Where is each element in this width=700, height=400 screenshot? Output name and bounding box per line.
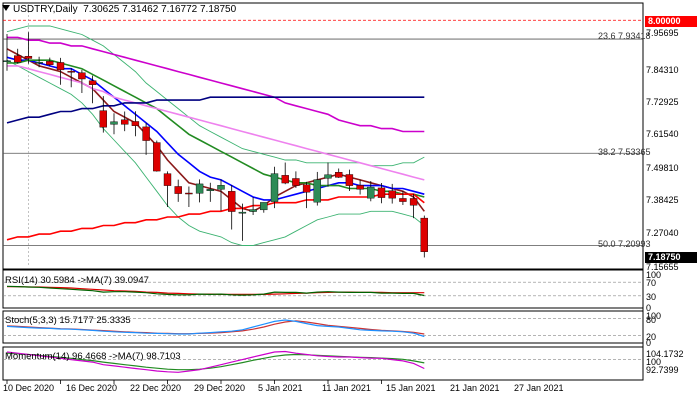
price-tick: 7.27040 [646,228,679,238]
candle-body [56,62,65,71]
candle-body [120,119,129,125]
candle-body [174,186,182,194]
candle-body [356,185,364,190]
price-tick: 7.49810 [646,163,679,173]
candle-body [281,175,289,184]
rsi-line [6,285,425,297]
candle-body [185,192,193,195]
last-price-marker: 7.18750 [645,252,697,263]
candle-body [99,110,108,128]
candle-body [367,186,375,199]
price-pane [2,2,644,270]
candle-body [377,187,386,198]
momentum-line [6,350,425,373]
rsi-tick: 70 [646,278,657,288]
candle-body [260,202,268,211]
price-tick: 7.61540 [646,129,679,139]
price-tick: 7.72925 [646,97,679,107]
moving-average-line-7 [6,193,425,241]
candle-body [46,61,54,65]
moving-average-line-4 [7,65,425,181]
rsi-label: RSI(14) 30.5984 ->MA(7) 39.0947 [5,275,149,286]
candle-body [78,72,86,80]
moving-average-line-1 [6,48,425,213]
candle-body [13,55,22,63]
rsi-ma-line [7,286,425,295]
bollinger-lower-line [6,59,425,246]
moving-average-line-3 [7,59,425,198]
candle-body [195,183,204,194]
candle-body [3,60,11,62]
candle-body [249,209,257,212]
chart-axes [6,3,644,384]
stoch-label: Stoch(5,3,3) 15.7177 25.3335 [5,315,131,326]
candle-body [302,184,311,193]
momentum-label: Momentum(14) 96.4668 ->MA(7) 98.7103 [5,351,181,362]
bollinger-upper-line [6,25,425,167]
candle-body [335,172,343,178]
date-label: 5 Jan 2021 [258,383,303,393]
candle-body [88,80,97,85]
date-label: 15 Jan 2021 [386,383,436,393]
date-label: 11 Jan 2021 [322,383,371,393]
rsi-tick: 100 [646,270,662,280]
stoch-tick: 80 [646,315,657,325]
candle-body [110,121,118,125]
price-tick: 7.95695 [646,28,679,38]
momentum-tick: 100 [646,357,662,367]
candle-body [67,71,75,73]
symbol-label: USDTRY,Daily [13,4,78,15]
price-tick: 7.15655 [646,262,679,272]
candle-body [163,173,172,186]
moving-average-line-6 [6,96,425,124]
dropdown-triangle-icon[interactable] [2,5,10,11]
rsi-tick: 30 [646,292,657,302]
rsi-tick: 0 [646,303,652,313]
candle-body [142,126,150,141]
candle-body [420,217,428,252]
date-label: 21 Jan 2021 [450,383,500,393]
stoch-tick: 20 [646,332,657,342]
candle-body [206,189,215,191]
top-level-marker: 8.00000 [645,16,697,27]
fib-23-6-label: 23.6 7.93418 [598,31,651,41]
candle-body [238,211,247,214]
date-label: 22 Dec 2020 [130,383,182,393]
stoch-tick: 0 [646,338,652,348]
candle-body [35,61,43,64]
candle-body [153,142,161,172]
date-label: 27 Jan 2021 [514,383,564,393]
price-tick: 7.84310 [646,65,679,75]
candle-body [131,121,140,126]
price-pane-border [2,2,644,270]
fib-50-0-label: 50.0 7.20993 [598,239,651,249]
ohlc-values: 7.30625 7.31462 7.16772 7.18750 [83,4,237,15]
candle-body [227,191,236,212]
candle-body [399,198,407,202]
stoch-k-line [6,319,425,338]
moving-average-line-2 [6,56,425,201]
price-tick: 7.38425 [646,195,679,205]
candle-body [217,185,225,190]
stoch-tick: 100 [646,311,662,321]
candle-body [292,178,300,186]
candle-body [24,55,33,59]
date-label: 29 Dec 2020 [194,383,246,393]
momentum-tick: 104.1732 [646,349,684,359]
candle-body [388,190,396,199]
candle-body [313,179,321,203]
candle-body [324,174,332,179]
stoch-pane [2,310,644,344]
chart-header: USDTRY,Daily 7.30625 7.31462 7.16772 7.1… [2,4,236,16]
candle-body [409,198,418,206]
date-label: 10 Dec 2020 [3,383,55,393]
momentum-tick: 92.7399 [646,365,679,375]
fib-38-2-label: 38.2 7.53365 [598,147,651,157]
candle-body [270,173,279,202]
moving-average-line-5 [7,36,425,133]
date-label: 16 Dec 2020 [66,383,118,393]
candle-body [345,174,354,186]
